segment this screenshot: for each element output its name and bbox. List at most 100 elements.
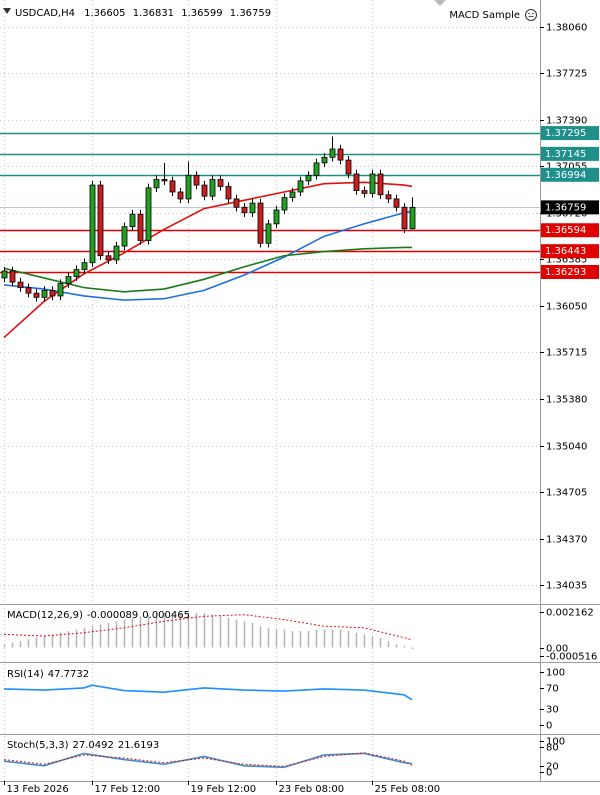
panel-plot [3,613,414,649]
time-tick-label: 17 Feb 12:00 [95,784,161,795]
candle-body [217,179,224,187]
indicator-line [3,210,413,301]
indicator-line [3,684,413,701]
price-tick-label: 80 [546,743,559,754]
quote-low: 1.36599 [181,8,222,19]
candle-body [329,148,336,158]
level-price-label: 1.37295 [545,128,586,139]
price-tick-label: 20 [546,762,559,773]
candle-body [17,281,24,289]
indicator-label: RSI(14) 47.7732 [7,669,89,680]
candle-body [361,190,368,194]
time-tick-label: 13 Feb 2026 [7,784,69,795]
candle-body [49,290,56,297]
candle-body [89,184,96,264]
candle-body [225,186,232,200]
indicator-line [3,246,412,293]
candle-body [345,159,352,175]
price-tick-label: 1.37725 [546,69,587,80]
price-tick-label: 1.38060 [546,23,587,34]
current-price-label: 1.36759 [545,202,586,213]
candle-body [201,184,208,197]
plot-layer [0,132,540,769]
overlay-layer: USDCAD,H4 1.36605 1.36831 1.36599 1.3675… [3,0,537,21]
indicator-readout: 27.0492 [72,740,113,751]
candle-body [65,276,72,284]
level-price-box [541,146,599,161]
one-click-trading-tab[interactable] [434,0,446,6]
candle-body [281,197,288,211]
candle-body [145,187,152,241]
price-tick-label: 1.35040 [546,442,587,453]
candle-body [129,213,136,228]
candle-body [313,162,320,176]
candle-body [185,174,192,200]
candle-body [377,173,384,196]
level-price-label: 1.37145 [545,149,586,160]
indicator-readout: 0.000465 [142,610,190,621]
candle-body [153,179,160,189]
price-tick-label: 1.37055 [546,162,587,173]
candle-body [385,194,392,200]
candle-body [233,198,240,208]
panel-plot [3,752,413,769]
candle-body [57,283,64,297]
level-price-label: 1.36293 [545,267,586,278]
candle-body [25,287,32,294]
candle-body [273,209,280,225]
candle-body [177,191,184,200]
indicator-readout: 47.7732 [48,669,89,680]
candle-body [1,270,8,279]
level-price-box [541,223,599,238]
price-tick-label: 0.00 [546,644,568,655]
panel-plot [3,684,413,701]
level-price-box [541,126,599,141]
price-tick-label: 100 [546,737,565,748]
indicator-readout: 21.6193 [118,740,159,751]
price-tick-label: 1.35715 [546,348,587,359]
price-tick-label: 1.34370 [546,535,587,546]
time-tick-label: 25 Feb 08:00 [375,784,441,795]
candle-body [97,184,104,257]
level-price-box [541,264,599,279]
candle-body [9,270,16,283]
symbol: USDCAD,H4 [15,8,75,19]
price-tick-label: 100 [546,668,565,679]
indicator-line [3,752,413,769]
candle-body [241,206,248,214]
time-tick-label: 19 Feb 12:00 [191,784,257,795]
candle-body [169,180,176,193]
candle-body [369,173,376,194]
indicator-name: Stoch(5,3,3) [7,740,69,751]
candle-body [409,206,416,230]
level-price-box [541,244,599,259]
candle-body [73,269,80,277]
quote-high: 1.36831 [133,8,174,19]
level-price-label: 1.36994 [545,170,586,181]
price-tick-label: 1.34035 [546,581,587,592]
candle-body [41,290,48,298]
panel-plot [0,132,540,339]
price-tick-label: 0 [546,721,552,732]
price-tick-label: 1.36050 [546,302,587,313]
candle-body [321,156,328,164]
expert-name: MACD Sample [449,10,520,21]
candle-body [257,202,264,244]
indicator-readout: -0.000089 [87,610,138,621]
price-tick-label: 70 [546,684,559,695]
price-tick-label: 0 [546,768,552,779]
level-price-label: 1.36443 [545,246,586,257]
candle-body [33,292,40,298]
symbol-menu-icon[interactable] [3,8,11,14]
candle-body [209,179,216,197]
candle-body [337,148,344,161]
time-tick-label: 23 Feb 08:00 [279,784,345,795]
quote-open: 1.36605 [84,8,125,19]
candle-body [265,223,272,244]
candle-body [401,206,408,230]
price-tick-label: -0.000516 [546,652,597,663]
expert-status-icon[interactable] [525,9,537,21]
price-tick-label: 30 [546,705,559,716]
candle-body [353,173,360,192]
